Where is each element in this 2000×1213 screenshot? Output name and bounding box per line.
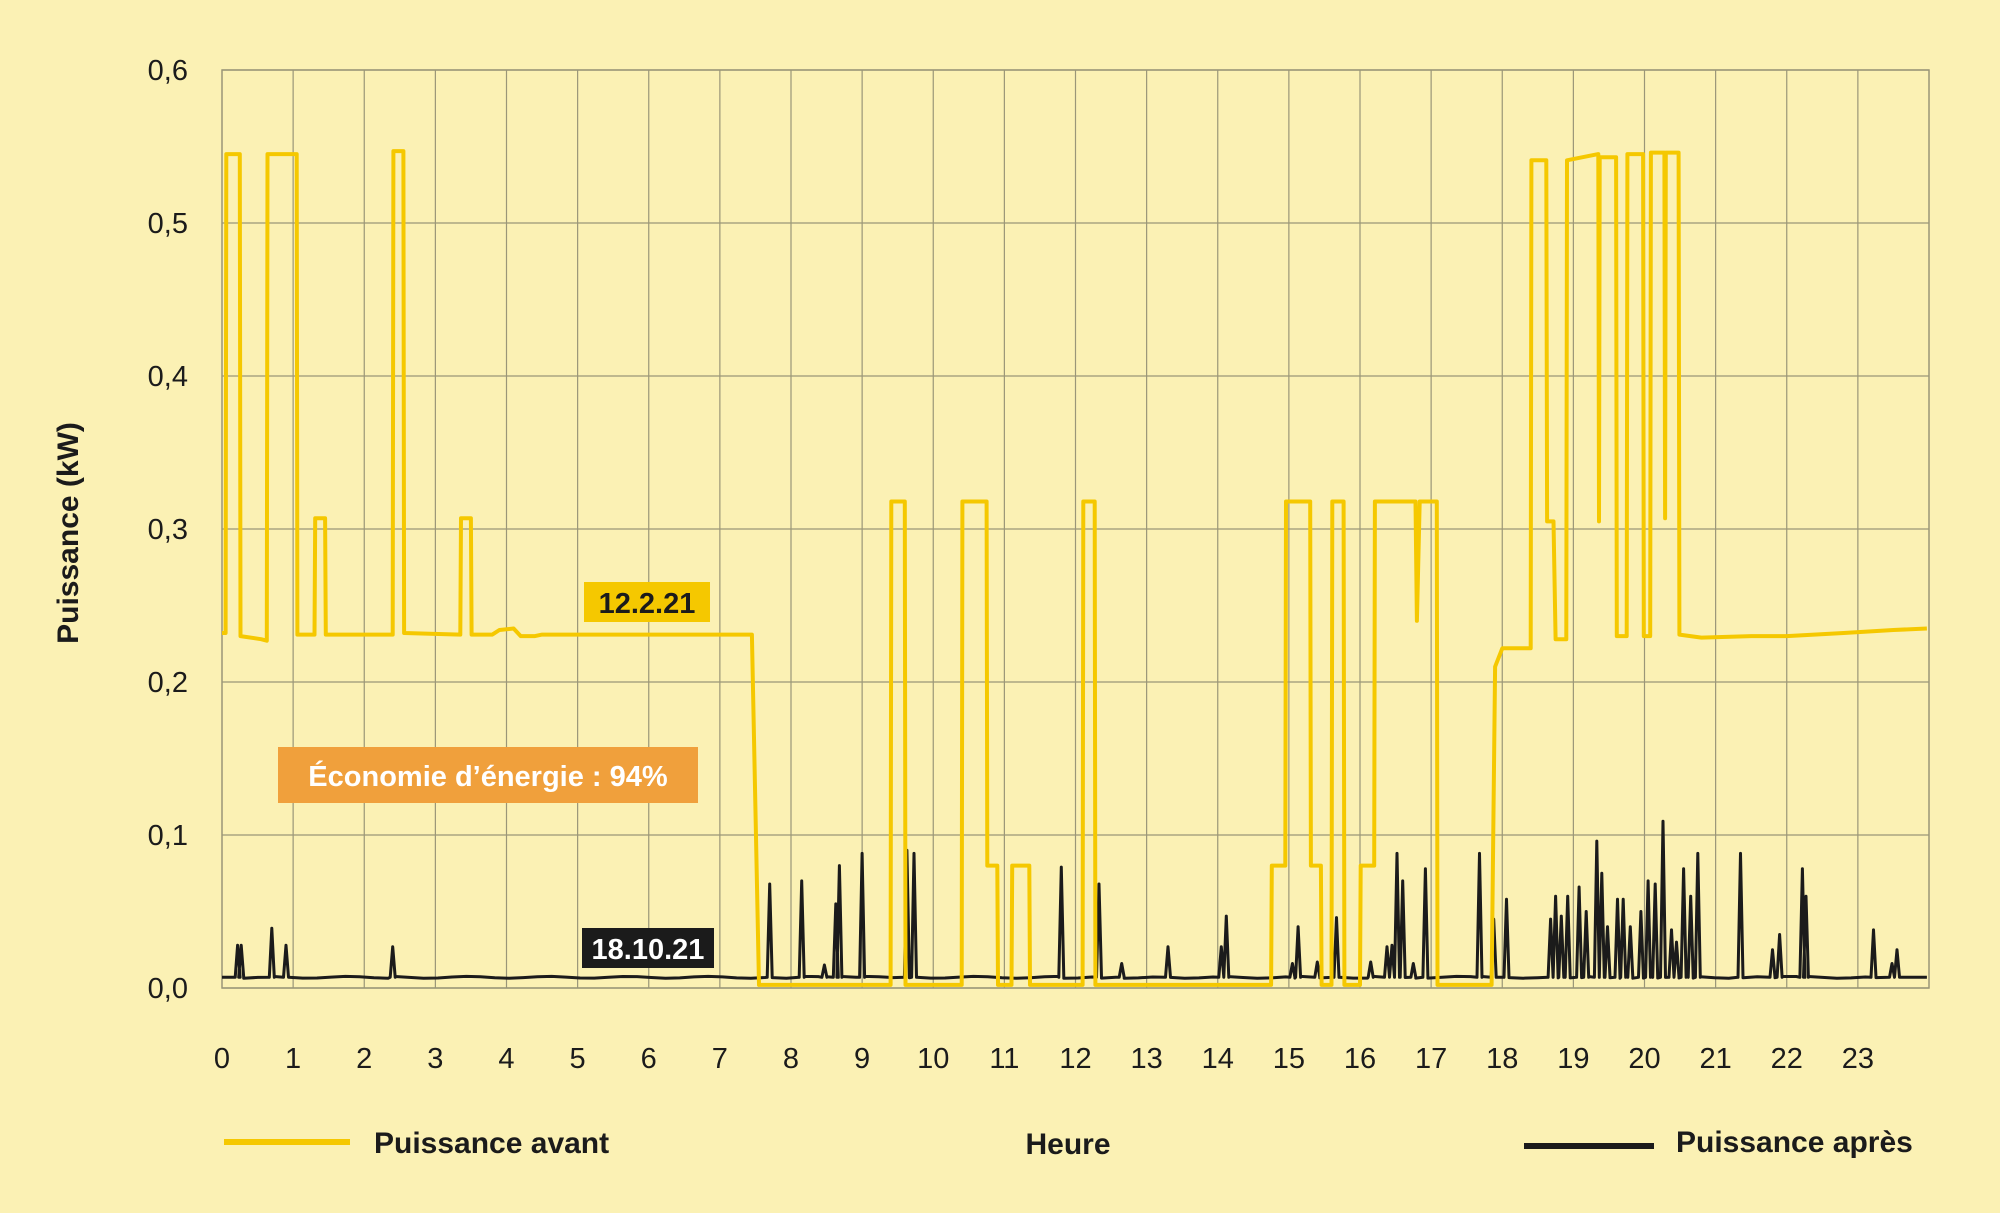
- savings-annotation-label: Économie d’énergie : 94%: [308, 759, 668, 793]
- x-tick-label: 19: [1557, 1043, 1589, 1075]
- date-tag-after-bg: [582, 928, 714, 968]
- x-tick-labels: 0 1 2 3 4 5 6 7 8 9 10 11 12 13 14 15 16 17 18 19 20 21 22 23: [214, 1043, 1874, 1075]
- legend-before: Puissance avant: [224, 1127, 609, 1160]
- x-tick-label: 23: [1842, 1043, 1874, 1075]
- x-tick-label: 17: [1415, 1043, 1447, 1075]
- legend-after-label: Puissance après: [1676, 1126, 1913, 1159]
- x-tick-label: 4: [498, 1043, 514, 1075]
- legend-after: Puissance après: [1524, 1126, 1913, 1159]
- y-tick-label: 0,0: [148, 973, 188, 1005]
- x-tick-label: 12: [1059, 1043, 1091, 1075]
- x-tick-label: 6: [641, 1043, 657, 1075]
- x-tick-label: 11: [989, 1043, 1019, 1075]
- x-tick-label: 3: [427, 1043, 443, 1075]
- grid: [221, 69, 1930, 989]
- y-axis-label: Puissance (kW): [52, 422, 85, 644]
- y-tick-label: 0,3: [148, 514, 188, 546]
- series-line-puissance-avant: [222, 149, 1927, 987]
- date-tag-before-label: 12.2.21: [599, 588, 696, 620]
- series-lines: [222, 149, 1927, 987]
- savings-annotation-bg: [278, 747, 698, 803]
- x-tick-label: 20: [1628, 1043, 1660, 1075]
- series-line-puissance-apres: [222, 819, 1927, 980]
- y-tick-label: 0,4: [148, 361, 188, 393]
- date-tag-after: 18.10.21: [582, 928, 714, 968]
- x-tick-label: 13: [1130, 1043, 1162, 1075]
- x-tick-label: 7: [712, 1043, 728, 1075]
- date-tag-before: 12.2.21: [584, 582, 710, 622]
- x-tick-label: 0: [214, 1043, 230, 1075]
- y-tick-labels: 0,0 0,1 0,2 0,3 0,4 0,5 0,6: [148, 55, 188, 1005]
- y-tick-label: 0,1: [148, 820, 188, 852]
- date-tag-before-bg: [584, 582, 710, 622]
- y-tick-label: 0,2: [148, 667, 188, 699]
- x-tick-label: 10: [917, 1043, 949, 1075]
- x-tick-label: 21: [1699, 1043, 1731, 1075]
- legend-before-label: Puissance avant: [374, 1127, 609, 1160]
- x-tick-label: 5: [570, 1043, 586, 1075]
- x-tick-label: 18: [1486, 1043, 1518, 1075]
- x-tick-label: 14: [1202, 1043, 1234, 1075]
- savings-annotation: Économie d’énergie : 94%: [278, 747, 698, 803]
- x-tick-label: 1: [285, 1043, 301, 1075]
- x-tick-label: 22: [1771, 1043, 1803, 1075]
- date-tag-after-label: 18.10.21: [592, 934, 705, 966]
- x-tick-label: 2: [356, 1043, 372, 1075]
- x-tick-label: 15: [1273, 1043, 1305, 1075]
- x-tick-label: 9: [854, 1043, 870, 1075]
- x-axis-label: Heure: [1025, 1128, 1110, 1161]
- y-tick-label: 0,6: [148, 55, 188, 87]
- x-tick-label: 16: [1344, 1043, 1376, 1075]
- x-tick-label: 8: [783, 1043, 799, 1075]
- y-tick-label: 0,5: [148, 208, 188, 240]
